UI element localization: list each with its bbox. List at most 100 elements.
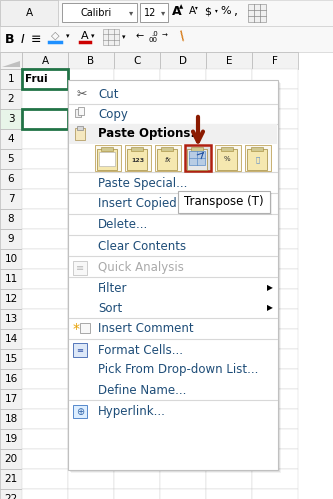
FancyBboxPatch shape bbox=[160, 149, 206, 169]
FancyBboxPatch shape bbox=[160, 449, 206, 469]
FancyBboxPatch shape bbox=[68, 129, 114, 149]
FancyBboxPatch shape bbox=[0, 149, 22, 169]
FancyBboxPatch shape bbox=[0, 389, 22, 409]
FancyBboxPatch shape bbox=[22, 269, 68, 289]
FancyBboxPatch shape bbox=[0, 52, 22, 69]
Text: A: A bbox=[81, 31, 89, 41]
Text: Paste Options:: Paste Options: bbox=[98, 128, 195, 141]
FancyBboxPatch shape bbox=[252, 329, 298, 349]
Text: Cut: Cut bbox=[98, 87, 119, 100]
FancyBboxPatch shape bbox=[0, 469, 22, 489]
FancyBboxPatch shape bbox=[22, 469, 68, 489]
FancyBboxPatch shape bbox=[68, 449, 114, 469]
Text: 21: 21 bbox=[4, 474, 18, 484]
Text: ≡: ≡ bbox=[31, 32, 41, 45]
Text: A: A bbox=[25, 8, 33, 18]
Text: 3: 3 bbox=[8, 114, 14, 124]
Polygon shape bbox=[2, 61, 20, 67]
FancyBboxPatch shape bbox=[252, 309, 298, 329]
FancyBboxPatch shape bbox=[68, 189, 114, 209]
FancyBboxPatch shape bbox=[0, 0, 333, 26]
Text: F: F bbox=[272, 55, 278, 65]
FancyBboxPatch shape bbox=[114, 169, 160, 189]
FancyBboxPatch shape bbox=[252, 69, 298, 89]
Text: A: A bbox=[41, 55, 49, 65]
FancyBboxPatch shape bbox=[68, 489, 114, 499]
Text: 13: 13 bbox=[4, 314, 18, 324]
FancyBboxPatch shape bbox=[245, 145, 271, 171]
FancyBboxPatch shape bbox=[73, 405, 87, 418]
FancyBboxPatch shape bbox=[251, 147, 263, 151]
FancyBboxPatch shape bbox=[22, 52, 68, 69]
FancyBboxPatch shape bbox=[191, 147, 203, 151]
FancyBboxPatch shape bbox=[22, 289, 68, 309]
FancyBboxPatch shape bbox=[114, 129, 160, 149]
FancyBboxPatch shape bbox=[157, 149, 177, 170]
Text: 10: 10 bbox=[4, 254, 18, 264]
Text: 17: 17 bbox=[4, 394, 18, 404]
FancyBboxPatch shape bbox=[206, 369, 252, 389]
FancyBboxPatch shape bbox=[114, 269, 160, 289]
FancyBboxPatch shape bbox=[22, 169, 68, 189]
Text: ◇: ◇ bbox=[51, 31, 59, 41]
Text: 19: 19 bbox=[4, 434, 18, 444]
FancyBboxPatch shape bbox=[68, 349, 114, 369]
FancyBboxPatch shape bbox=[0, 209, 22, 229]
FancyBboxPatch shape bbox=[160, 269, 206, 289]
FancyBboxPatch shape bbox=[206, 329, 252, 349]
FancyBboxPatch shape bbox=[68, 309, 114, 329]
Text: 7: 7 bbox=[8, 194, 14, 204]
FancyBboxPatch shape bbox=[206, 89, 252, 109]
FancyBboxPatch shape bbox=[114, 409, 160, 429]
Text: Copy: Copy bbox=[98, 107, 128, 120]
FancyBboxPatch shape bbox=[0, 89, 22, 109]
FancyBboxPatch shape bbox=[114, 449, 160, 469]
Text: Paste Special...: Paste Special... bbox=[98, 177, 187, 190]
FancyBboxPatch shape bbox=[68, 229, 114, 249]
FancyBboxPatch shape bbox=[68, 69, 114, 89]
FancyBboxPatch shape bbox=[140, 3, 168, 22]
FancyBboxPatch shape bbox=[0, 249, 22, 269]
FancyBboxPatch shape bbox=[75, 128, 85, 140]
FancyBboxPatch shape bbox=[73, 261, 87, 275]
Text: Clear Contents: Clear Contents bbox=[98, 240, 186, 252]
FancyBboxPatch shape bbox=[68, 369, 114, 389]
FancyBboxPatch shape bbox=[114, 89, 160, 109]
FancyBboxPatch shape bbox=[22, 129, 68, 149]
FancyBboxPatch shape bbox=[70, 82, 280, 472]
FancyBboxPatch shape bbox=[206, 189, 252, 209]
FancyBboxPatch shape bbox=[206, 109, 252, 129]
Text: 14: 14 bbox=[4, 334, 18, 344]
Text: Hyperlink...: Hyperlink... bbox=[98, 405, 166, 418]
Text: .0: .0 bbox=[152, 31, 159, 37]
Text: Quick Analysis: Quick Analysis bbox=[98, 260, 184, 273]
FancyBboxPatch shape bbox=[62, 3, 137, 22]
FancyBboxPatch shape bbox=[68, 89, 114, 109]
FancyBboxPatch shape bbox=[206, 169, 252, 189]
FancyBboxPatch shape bbox=[22, 249, 68, 269]
FancyBboxPatch shape bbox=[160, 329, 206, 349]
Text: 00: 00 bbox=[149, 37, 158, 43]
FancyBboxPatch shape bbox=[68, 289, 114, 309]
Text: ▾: ▾ bbox=[122, 34, 126, 40]
Text: fx: fx bbox=[165, 157, 171, 163]
FancyBboxPatch shape bbox=[247, 149, 267, 170]
FancyBboxPatch shape bbox=[161, 147, 173, 151]
Text: C: C bbox=[133, 55, 141, 65]
FancyBboxPatch shape bbox=[0, 489, 22, 499]
Text: Sort: Sort bbox=[98, 301, 122, 314]
FancyBboxPatch shape bbox=[114, 429, 160, 449]
FancyBboxPatch shape bbox=[69, 124, 277, 144]
FancyBboxPatch shape bbox=[252, 109, 298, 129]
FancyBboxPatch shape bbox=[97, 149, 117, 170]
FancyBboxPatch shape bbox=[68, 149, 114, 169]
FancyBboxPatch shape bbox=[22, 109, 68, 129]
FancyBboxPatch shape bbox=[206, 289, 252, 309]
Text: Insert Copied Cells...: Insert Copied Cells... bbox=[98, 198, 220, 211]
FancyBboxPatch shape bbox=[206, 149, 252, 169]
FancyBboxPatch shape bbox=[73, 343, 87, 357]
FancyBboxPatch shape bbox=[0, 0, 58, 26]
Text: ⛓: ⛓ bbox=[256, 157, 260, 163]
FancyBboxPatch shape bbox=[0, 189, 22, 209]
FancyBboxPatch shape bbox=[252, 52, 298, 69]
